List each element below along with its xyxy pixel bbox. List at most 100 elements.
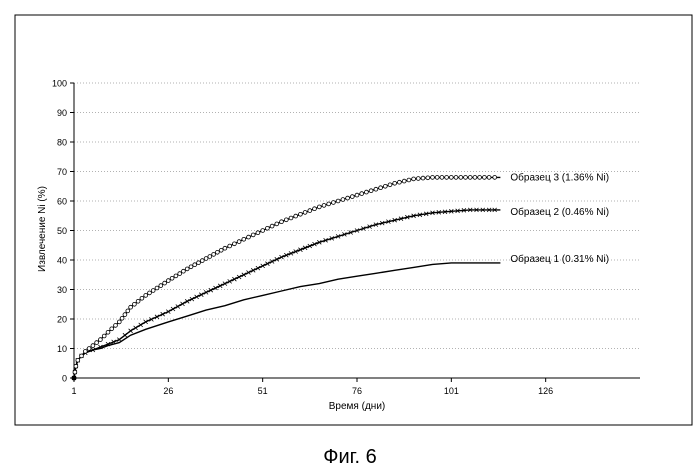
point-marker-3: [87, 347, 91, 351]
series-label-2: Образец 2 (0.46% Ni): [510, 206, 609, 218]
point-marker-3: [110, 327, 114, 331]
y-tick-label: 0: [62, 374, 67, 384]
point-marker-3: [270, 224, 274, 228]
point-marker-3: [421, 176, 425, 180]
point-marker-3: [120, 316, 124, 320]
point-marker-3: [365, 190, 369, 194]
point-marker-3: [346, 196, 350, 200]
point-marker-3: [117, 320, 121, 324]
point-marker-3: [212, 253, 216, 257]
series-label-1: Образец 1 (0.31% Ni): [510, 253, 609, 265]
point-marker-3: [487, 176, 491, 180]
point-marker-3: [193, 263, 197, 267]
y-axis-label: Извлечение Ni (%): [37, 186, 48, 272]
point-marker-2: [123, 333, 127, 337]
point-marker-3: [459, 176, 463, 180]
point-marker-3: [151, 289, 155, 293]
point-marker-3: [159, 284, 163, 288]
point-marker-3: [129, 305, 133, 309]
point-marker-3: [369, 189, 373, 193]
point-marker-3: [478, 176, 482, 180]
point-marker-3: [483, 176, 487, 180]
point-marker-3: [398, 180, 402, 184]
point-marker-3: [445, 176, 449, 180]
point-marker-3: [313, 207, 317, 211]
point-marker-3: [178, 272, 182, 276]
y-tick-label: 50: [57, 226, 67, 236]
point-marker-3: [91, 344, 95, 348]
point-marker-3: [355, 193, 359, 197]
point-marker-3: [388, 183, 392, 187]
point-marker-3: [163, 281, 167, 285]
point-marker-3: [237, 240, 241, 244]
point-marker-3: [440, 176, 444, 180]
x-tick-label: 26: [163, 386, 173, 396]
point-marker-3: [80, 354, 84, 358]
point-marker-3: [308, 209, 312, 213]
x-tick-label: 101: [444, 386, 459, 396]
point-marker-3: [74, 364, 78, 368]
point-marker-3: [327, 202, 331, 206]
origin-point: [72, 376, 77, 381]
point-marker-3: [412, 177, 416, 181]
point-marker-3: [407, 178, 411, 182]
point-marker-3: [216, 250, 220, 254]
series-label-3: Образец 3 (1.36% Ni): [510, 171, 609, 183]
point-marker-3: [493, 176, 497, 180]
point-marker-3: [322, 204, 326, 208]
series-line-2: [74, 210, 500, 378]
point-marker-3: [261, 229, 265, 233]
y-tick-label: 90: [57, 108, 67, 118]
point-marker-2: [129, 329, 133, 333]
series-layer: [72, 176, 501, 381]
point-marker-3: [76, 358, 80, 362]
point-marker-3: [266, 226, 270, 230]
point-marker-3: [228, 244, 232, 248]
point-marker-3: [350, 195, 354, 199]
point-marker-3: [360, 192, 364, 196]
point-marker-3: [155, 286, 159, 290]
point-marker-3: [251, 233, 255, 237]
point-marker-3: [148, 291, 152, 295]
y-tick-label: 30: [57, 285, 67, 295]
point-marker-3: [200, 259, 204, 263]
point-marker-3: [332, 201, 336, 205]
point-marker-3: [431, 176, 435, 180]
point-marker-3: [144, 294, 148, 298]
point-marker-3: [140, 296, 144, 300]
chart: 01020304050607080901001265176101126Образ…: [0, 0, 700, 472]
point-marker-3: [204, 257, 208, 261]
point-marker-3: [126, 309, 130, 313]
point-marker-3: [280, 220, 284, 224]
point-marker-3: [233, 242, 237, 246]
point-marker-3: [219, 248, 223, 252]
y-tick-label: 20: [57, 315, 67, 325]
point-marker-3: [247, 235, 251, 239]
x-tick-label: 126: [538, 386, 553, 396]
point-marker-3: [197, 261, 201, 265]
point-marker-3: [73, 370, 77, 374]
point-marker-3: [379, 186, 383, 190]
point-marker-3: [416, 177, 420, 181]
point-marker-3: [303, 211, 307, 215]
point-marker-3: [83, 350, 87, 354]
point-marker-3: [99, 338, 103, 342]
series-line-1: [74, 263, 500, 378]
y-tick-label: 100: [52, 79, 67, 89]
point-marker-3: [170, 276, 174, 280]
point-marker-3: [435, 176, 439, 180]
point-marker-3: [136, 299, 140, 303]
point-marker-3: [294, 214, 298, 218]
point-marker-3: [374, 187, 378, 191]
x-tick-label: 76: [352, 386, 362, 396]
point-marker-3: [114, 324, 118, 328]
point-marker-3: [242, 237, 246, 241]
point-marker-3: [341, 198, 345, 202]
point-marker-3: [223, 246, 227, 250]
point-marker-3: [182, 269, 186, 273]
y-tick-label: 40: [57, 256, 67, 266]
point-marker-3: [284, 218, 288, 222]
point-marker-3: [383, 184, 387, 188]
point-marker-3: [393, 181, 397, 185]
point-marker-3: [289, 216, 293, 220]
